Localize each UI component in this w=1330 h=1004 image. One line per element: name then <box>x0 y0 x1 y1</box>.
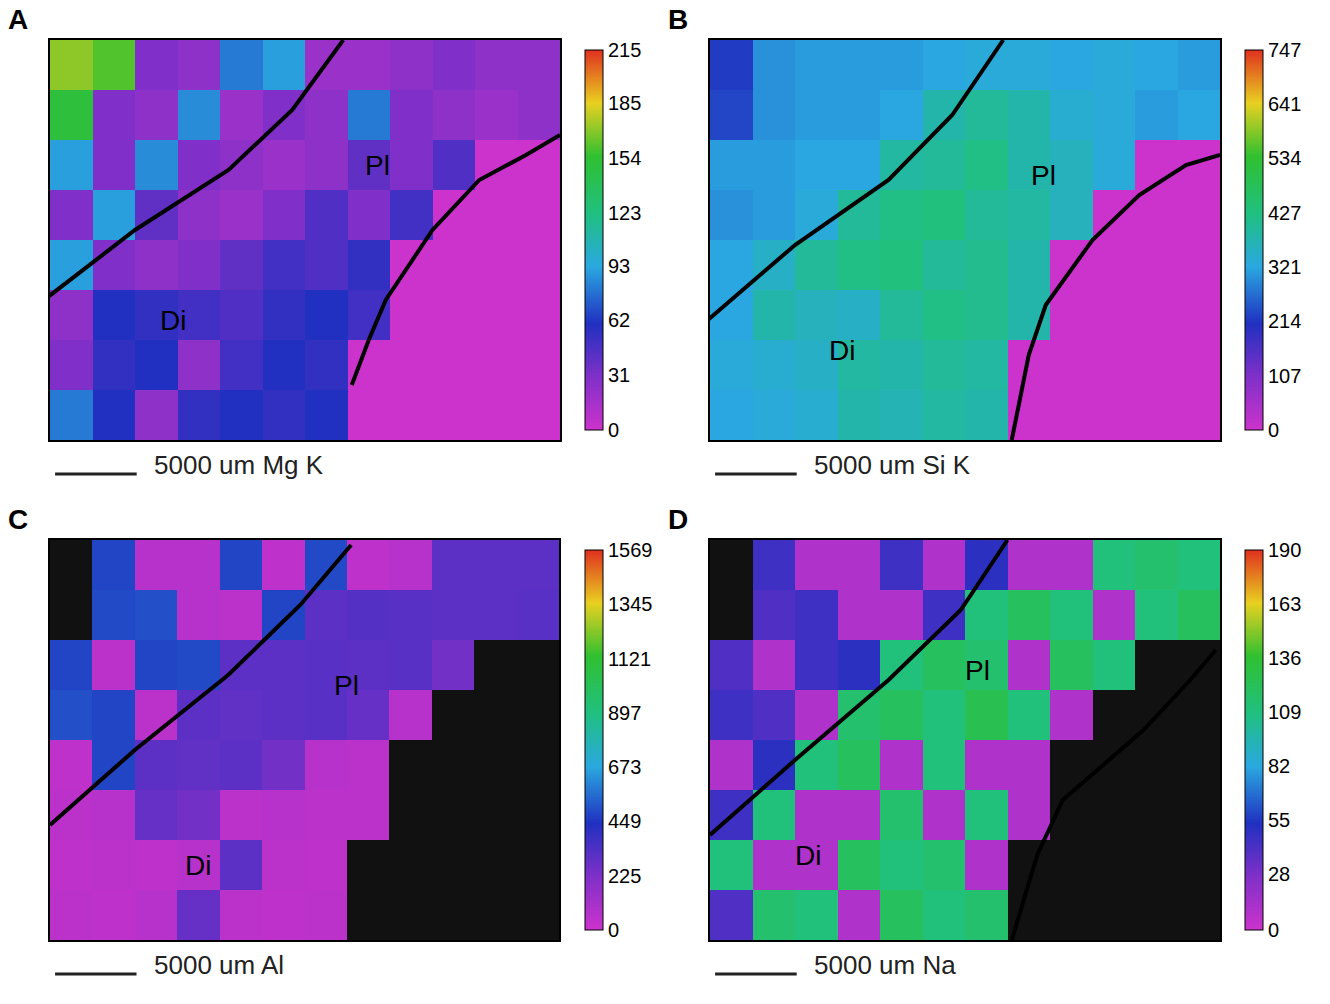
svg-text:0: 0 <box>608 919 619 941</box>
svg-text:Pl: Pl <box>365 150 390 181</box>
svg-text:1569: 1569 <box>608 539 653 561</box>
svg-text:136: 136 <box>1268 647 1301 669</box>
svg-text:82: 82 <box>1268 755 1290 777</box>
svg-text:55: 55 <box>1268 809 1290 831</box>
svg-text:427: 427 <box>1268 202 1301 224</box>
svg-text:5000 um Si K: 5000 um Si K <box>814 450 971 480</box>
svg-text:747: 747 <box>1268 39 1301 61</box>
svg-text:Di: Di <box>829 335 855 366</box>
svg-text:0: 0 <box>1268 919 1279 941</box>
svg-text:641: 641 <box>1268 93 1301 115</box>
svg-text:449: 449 <box>608 810 641 832</box>
svg-text:190: 190 <box>1268 539 1301 561</box>
svg-text:Pl: Pl <box>334 670 359 701</box>
svg-text:225: 225 <box>608 865 641 887</box>
svg-text:123: 123 <box>608 202 641 224</box>
svg-text:1121: 1121 <box>608 648 651 670</box>
svg-text:107: 107 <box>1268 365 1301 387</box>
svg-text:673: 673 <box>608 756 641 778</box>
svg-text:1345: 1345 <box>608 593 653 615</box>
svg-text:0: 0 <box>608 419 619 441</box>
svg-text:5000 um Na: 5000 um Na <box>814 950 956 980</box>
svg-text:214: 214 <box>1268 310 1301 332</box>
svg-text:31: 31 <box>608 364 630 386</box>
svg-text:163: 163 <box>1268 593 1301 615</box>
svg-text:Di: Di <box>160 305 186 336</box>
svg-text:Di: Di <box>795 840 821 871</box>
svg-text:5000 um Al: 5000 um Al <box>154 950 284 980</box>
svg-text:62: 62 <box>608 309 630 331</box>
svg-text:321: 321 <box>1268 256 1301 278</box>
svg-text:215: 215 <box>608 39 641 61</box>
svg-text:0: 0 <box>1268 419 1279 441</box>
svg-text:109: 109 <box>1268 701 1301 723</box>
html-text:B: B <box>668 4 689 35</box>
svg-text:93: 93 <box>608 255 630 277</box>
svg-text:Di: Di <box>185 850 211 881</box>
svg-text:Pl: Pl <box>965 655 990 686</box>
svg-text:534: 534 <box>1268 147 1301 169</box>
html-text:A: A <box>8 4 29 35</box>
svg-text:Pl: Pl <box>1031 160 1056 191</box>
svg-text:154: 154 <box>608 147 641 169</box>
svg-text:185: 185 <box>608 92 641 114</box>
svg-text:5000 um Mg K: 5000 um Mg K <box>154 450 324 480</box>
html-text:C: C <box>8 504 29 535</box>
svg-text:28: 28 <box>1268 863 1290 885</box>
html-text:D: D <box>668 504 689 535</box>
svg-text:897: 897 <box>608 702 641 724</box>
